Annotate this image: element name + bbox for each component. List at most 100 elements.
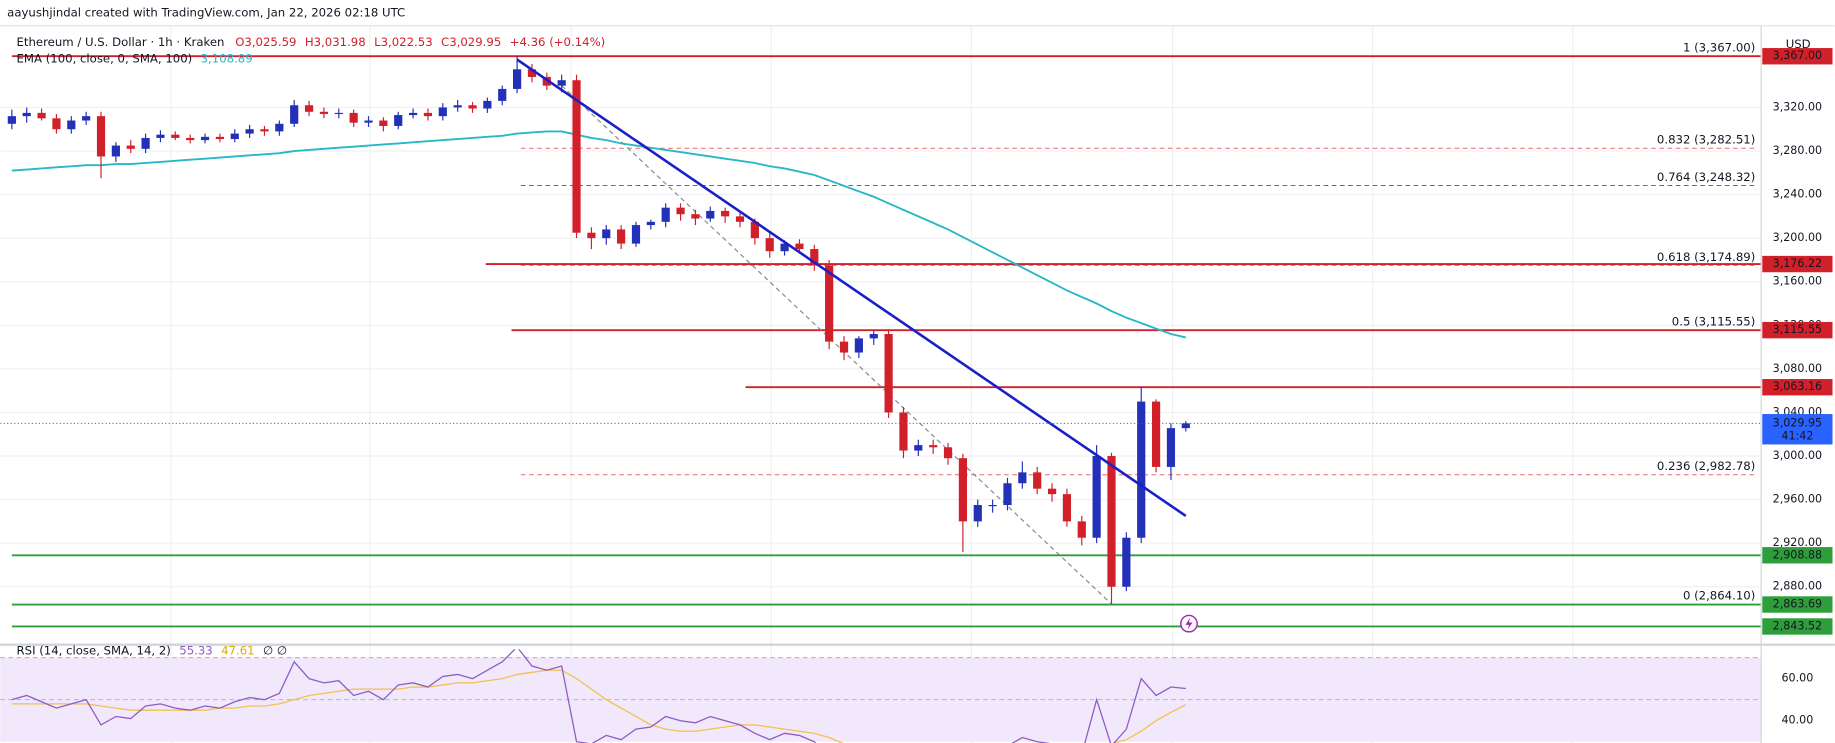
candle-body — [394, 115, 403, 126]
ema-line — [11, 130, 1187, 339]
candle-body — [186, 137, 195, 141]
candle-body — [988, 505, 997, 507]
candle-body — [438, 107, 447, 117]
fib-label: 0.832 (3,282.51) — [1657, 133, 1755, 147]
candle-body — [825, 265, 834, 342]
candle-body — [260, 129, 269, 132]
candle-body — [379, 120, 388, 126]
candle-body — [735, 216, 745, 222]
candle-body — [780, 243, 789, 252]
candle-body — [1166, 428, 1176, 467]
candle-body — [899, 412, 908, 451]
candle-body — [364, 120, 373, 123]
candle-body — [631, 225, 641, 244]
candle-body — [1047, 488, 1057, 495]
candle-body — [572, 80, 581, 233]
candle-body — [230, 133, 239, 140]
level-box — [1762, 379, 1833, 396]
candle-body — [1181, 423, 1190, 429]
y-tick-label: 3,320.00 — [1773, 100, 1822, 113]
last-price-box — [1762, 414, 1833, 445]
currency: USD — [1786, 37, 1811, 51]
candle-body — [111, 145, 120, 157]
candle-body — [52, 118, 61, 130]
change-text: +4.36 (+0.14%) — [510, 35, 606, 49]
rsi-title: RSI (14, close, SMA, 14, 2) — [17, 643, 171, 657]
level-label: 2,908.88 — [1773, 548, 1822, 561]
fib-label: 1 (3,367.00) — [1683, 41, 1755, 55]
rsi-pane — [0, 649, 1762, 743]
candle-body — [1062, 494, 1072, 522]
candle-body — [602, 229, 611, 239]
y-tick-label: 3,200.00 — [1773, 231, 1822, 244]
fib-label: 0.618 (3,174.89) — [1657, 250, 1755, 264]
candle-body — [706, 210, 715, 219]
level-box — [1762, 596, 1833, 613]
candle-body — [215, 136, 224, 140]
candle-body — [973, 505, 982, 522]
y-tick-label: 3,280.00 — [1773, 144, 1822, 157]
candle-body — [1077, 521, 1086, 538]
candle-body — [929, 445, 938, 448]
rsi-ma-value: 47.61 — [221, 643, 254, 657]
price-axis: 3,320.00 3,280.00 3,240.00 3,200.00 3,160.00… — [1762, 48, 1833, 727]
candle-body — [943, 447, 953, 459]
candle-body — [646, 221, 655, 226]
y-tick-label: 3,240.00 — [1773, 188, 1822, 201]
ema-name: EMA (100, close, 0, SMA, 100) — [17, 51, 193, 65]
candle-body — [839, 341, 849, 353]
candle-body — [691, 214, 700, 219]
y-tick-label: 2,960.00 — [1773, 493, 1822, 506]
level-label: 3,063.16 — [1773, 380, 1822, 393]
candle-body — [7, 116, 16, 124]
plot-area — [0, 55, 1762, 628]
candle-body — [37, 112, 46, 119]
candle-body — [958, 458, 967, 522]
rsi-extra: ∅ ∅ — [263, 643, 287, 657]
countdown-label: 41:42 — [1781, 429, 1813, 442]
close-text: C3,029.95 — [441, 35, 501, 49]
symbol-legend: Ethereum / U.S. Dollar · 1h · Kraken O3,… — [17, 35, 606, 49]
candle-body — [156, 134, 165, 138]
y-tick-label: 3,160.00 — [1773, 275, 1822, 288]
candle-body — [334, 112, 343, 115]
y-tick-label: 2,880.00 — [1773, 580, 1822, 593]
candle-body — [483, 100, 492, 109]
level-box — [1762, 255, 1833, 273]
candle-body — [1107, 456, 1116, 587]
candle-body — [498, 88, 507, 101]
fib-label: 0 (2,864.10) — [1683, 588, 1755, 602]
y-tick-label: 2,920.00 — [1773, 536, 1822, 549]
y-tick-label: 40.00 — [1781, 714, 1813, 727]
last-price-label: 3,029.95 — [1773, 416, 1822, 429]
candle-body — [67, 120, 76, 130]
level-label: 3,176.22 — [1773, 257, 1822, 270]
trendline — [516, 58, 1187, 517]
candle-body — [141, 137, 150, 149]
level-box — [1762, 618, 1833, 635]
y-tick-label: 60.00 — [1781, 672, 1813, 685]
candle-body — [869, 334, 878, 339]
rsi-legend: RSI (14, close, SMA, 14, 2) 55.33 47.61 … — [17, 643, 288, 657]
candle-body — [171, 134, 180, 138]
candle-body — [661, 207, 670, 222]
candle-body — [82, 116, 91, 121]
guide-line — [561, 85, 1112, 605]
level-box — [1762, 48, 1833, 65]
high-text: H3,031.98 — [305, 35, 366, 49]
level-label: 2,863.69 — [1773, 598, 1822, 611]
candle-body — [765, 238, 774, 252]
candle-body — [854, 338, 863, 353]
candle-body — [527, 69, 537, 77]
candle-body — [884, 334, 893, 413]
candle-body — [1137, 401, 1146, 538]
candle-body — [349, 112, 358, 123]
candle-body — [513, 69, 522, 89]
rsi-line — [11, 669, 1187, 743]
ema-value: 3,108.89 — [201, 51, 253, 65]
candle-body — [617, 229, 626, 244]
candle-body — [126, 145, 135, 149]
level-label: 3,367.00 — [1773, 49, 1822, 62]
attribution: aayushjindal created with TradingView.co… — [7, 5, 405, 19]
